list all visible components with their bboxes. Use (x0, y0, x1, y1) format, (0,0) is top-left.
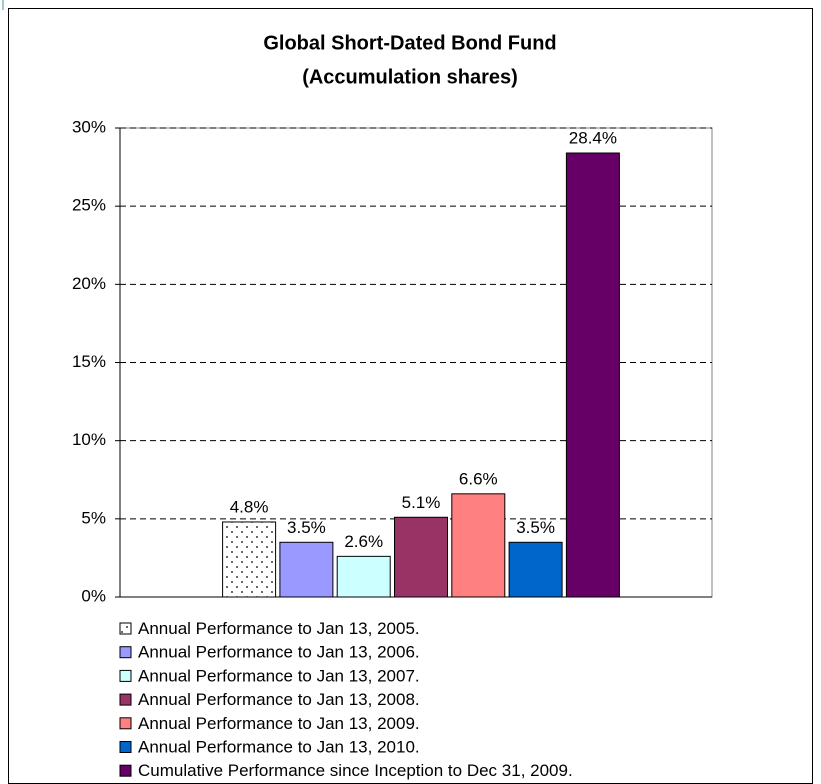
bar (508, 541, 563, 598)
legend-swatch (119, 764, 132, 777)
y-tick-label: 0% (81, 586, 106, 605)
y-tick-label: 30% (72, 117, 106, 136)
y-tick-label: 15% (72, 352, 106, 371)
legend-swatch (119, 717, 132, 730)
legend-label: Cumulative Performance since Inception t… (138, 761, 573, 780)
y-tick-label: 5% (81, 508, 106, 527)
legend-label: Annual Performance to Jan 13, 2008. (138, 690, 420, 709)
legend-label: Annual Performance to Jan 13, 2007. (138, 666, 420, 685)
chart-subtitle: (Accumulation shares) (302, 66, 518, 88)
bar (336, 555, 391, 598)
data-label: 5.1% (402, 493, 441, 512)
bar (279, 541, 334, 598)
legend-label: Annual Performance to Jan 13, 2010. (138, 737, 420, 756)
chart-title: Global Short-Dated Bond Fund (263, 32, 556, 54)
bar (394, 516, 448, 598)
data-label: 6.6% (459, 469, 498, 488)
legend-label: Annual Performance to Jan 13, 2005. (138, 619, 420, 638)
y-tick-label: 25% (72, 196, 106, 215)
legend-swatch (119, 741, 132, 753)
data-label: 4.8% (230, 497, 269, 516)
legend-swatch (119, 622, 132, 635)
legend-label: Annual Performance to Jan 13, 2006. (138, 643, 420, 662)
legend-swatch (119, 646, 132, 659)
data-label: 28.4% (569, 128, 617, 147)
bar (451, 493, 506, 598)
data-label: 3.5% (287, 518, 326, 537)
legend-swatch (119, 693, 132, 706)
data-label: 3.5% (516, 518, 555, 537)
legend-swatch (119, 669, 132, 682)
y-tick-label: 10% (72, 430, 106, 449)
data-label: 2.6% (344, 532, 383, 551)
legend-label: Annual Performance to Jan 13, 2009. (138, 714, 420, 733)
bar (565, 152, 620, 598)
y-tick-label: 20% (72, 274, 106, 293)
bar (222, 521, 277, 598)
